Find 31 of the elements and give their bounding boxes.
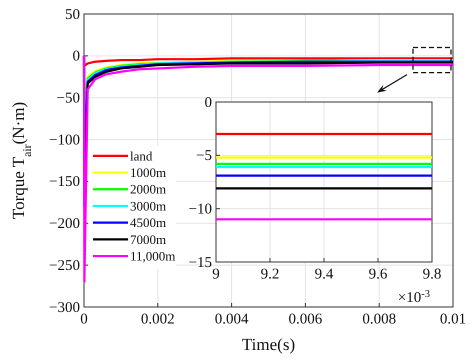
legend-label: 1000m <box>130 165 166 180</box>
y-tick-label: −250 <box>49 258 80 274</box>
x-tick-label: 9 <box>212 266 220 283</box>
x-tick-label: 0.008 <box>362 312 396 328</box>
y-tick-label: −300 <box>49 300 80 316</box>
legend-label: 2000m <box>130 182 166 197</box>
y-tick-label: −10 <box>188 201 212 218</box>
legend-label: 4500m <box>130 215 166 230</box>
y-tick-label: −5 <box>196 148 212 164</box>
x-tick-label: 0.006 <box>288 312 323 328</box>
y-tick-label: −15 <box>188 254 212 271</box>
y-tick-label: −50 <box>56 90 80 107</box>
annotation: ×10$^{-3}$ <box>398 288 430 306</box>
x-tick-label: 0.002 <box>140 312 175 328</box>
legend-label: land <box>130 148 153 164</box>
legend-label: 3000m <box>130 198 166 214</box>
x-tick-label: 9.8 <box>422 266 442 283</box>
x-tick-label: 9.6 <box>368 266 388 283</box>
legend-label: 7000m <box>130 232 166 247</box>
x-axis-title: Time(s) <box>242 335 296 354</box>
x-tick-label: 0.01 <box>440 312 466 328</box>
x-tick-label: 9.2 <box>260 266 280 283</box>
x-tick-label: 0.004 <box>214 312 249 328</box>
y-tick-label: 50 <box>65 6 80 23</box>
y-tick-label: −200 <box>49 216 80 232</box>
y-tick-label: −100 <box>49 132 80 148</box>
y-tick-label: −150 <box>49 174 80 190</box>
y-tick-label: 0 <box>72 48 80 65</box>
legend-label: 11,000m <box>130 248 176 264</box>
x-tick-label: 9.4 <box>314 266 334 283</box>
y-tick-label: 0 <box>204 94 212 111</box>
